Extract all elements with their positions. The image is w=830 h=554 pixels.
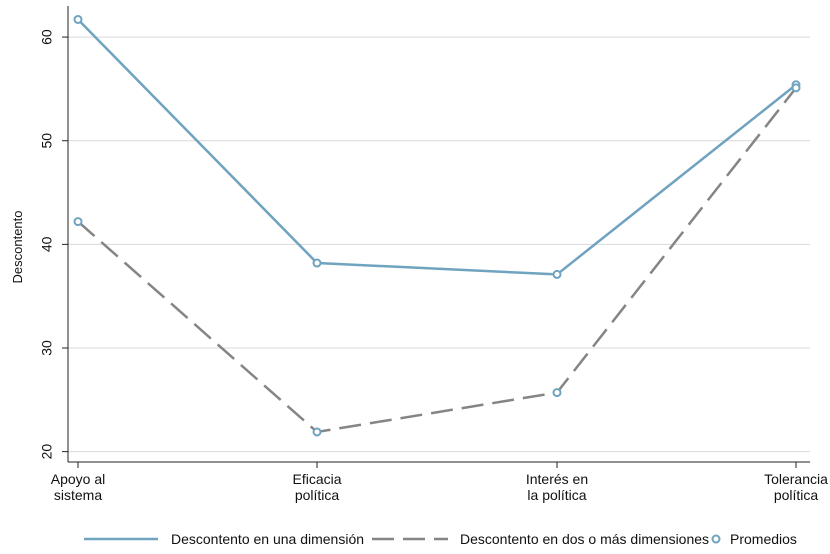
x-tick-label: Eficacia política: [292, 471, 341, 503]
legend-label-series-1: Descontento en una dimensión: [171, 531, 364, 547]
x-tick-label: Apoyo al sistema: [51, 471, 105, 503]
x-tick-label-line: política: [774, 487, 819, 503]
series-layer: [73, 14, 801, 437]
y-tick-label: 30: [39, 340, 55, 356]
series-line-1: [77, 18, 797, 276]
x-tick-label: Interés en la política: [526, 471, 588, 503]
axes: [67, 6, 810, 463]
data-point: [552, 388, 562, 398]
y-tick-label: 40: [39, 236, 55, 252]
y-tick-label: 50: [39, 133, 55, 149]
y-axis-label: Descontento: [10, 211, 25, 284]
x-tick-label: Tolerancia política: [764, 471, 828, 503]
series-line-2: [77, 87, 797, 434]
legend: Descontento en una dimensión Descontento …: [84, 531, 797, 547]
x-tick-label-line: Tolerancia: [764, 471, 828, 487]
x-tick-label-line: sistema: [54, 487, 102, 503]
x-tick-label-line: Apoyo al: [51, 471, 105, 487]
y-axis-ticks: 20 30 40 50 60: [39, 29, 68, 459]
data-point: [73, 217, 83, 227]
grid-lines: [68, 36, 810, 453]
legend-label-series-2: Descontento en dos o más dimensiones: [460, 531, 709, 547]
y-tick-label: 20: [39, 444, 55, 460]
data-point: [73, 14, 83, 24]
legend-label-markers: Promedios: [730, 531, 797, 547]
x-tick-label-line: Eficacia: [292, 471, 341, 487]
legend-swatch-markers: [711, 534, 721, 544]
data-point: [552, 269, 562, 279]
y-tick-label: 60: [39, 29, 55, 45]
x-tick-label-line: la política: [527, 487, 586, 503]
data-point: [312, 258, 322, 268]
x-tick-label-line: Interés en: [526, 471, 588, 487]
x-tick-label-line: política: [295, 487, 340, 503]
data-point: [312, 427, 322, 437]
data-point: [791, 83, 801, 93]
